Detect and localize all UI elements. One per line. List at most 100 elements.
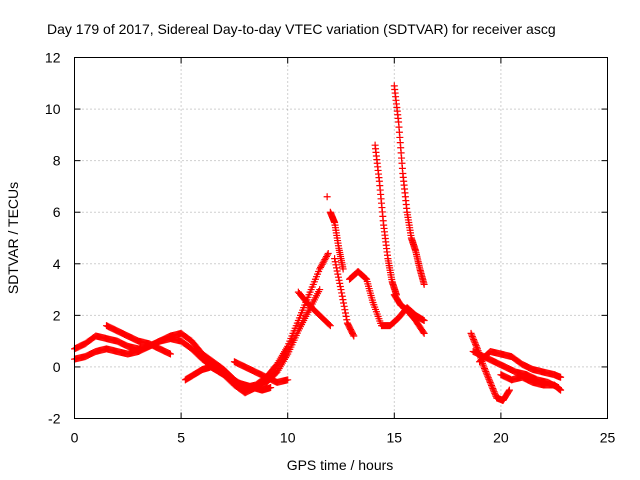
- data-point: [485, 375, 493, 383]
- data-point: [489, 386, 497, 394]
- x-tick-label: 10: [280, 430, 296, 446]
- data-point: [322, 254, 330, 262]
- data-point: [481, 366, 489, 374]
- data-point: [337, 286, 345, 294]
- data-point: [340, 299, 348, 307]
- series-track-e: [230, 358, 292, 386]
- data-point: [325, 321, 333, 329]
- data-point: [323, 193, 331, 201]
- data-point: [419, 328, 427, 336]
- data-point: [332, 261, 340, 269]
- x-tick-label: 15: [387, 430, 403, 446]
- data-point: [333, 264, 341, 272]
- data-point: [468, 331, 476, 339]
- data-point: [331, 258, 339, 266]
- series-track-d: [181, 363, 275, 394]
- data-point: [336, 279, 344, 287]
- data-point: [486, 378, 494, 386]
- data-point: [318, 260, 326, 268]
- data-point: [342, 312, 350, 320]
- data-point: [420, 329, 428, 337]
- data-point: [484, 372, 492, 380]
- chart-title: Day 179 of 2017, Sidereal Day-to-day VTE…: [47, 21, 556, 37]
- data-point: [470, 337, 478, 345]
- y-tick-labels: -2 0 2 4 6 8 10 12: [45, 50, 61, 427]
- data-point: [339, 296, 347, 304]
- data-point: [505, 386, 513, 394]
- data-point: [336, 282, 344, 290]
- y-tick-label: 8: [53, 153, 61, 169]
- plot-frame: [74, 57, 608, 419]
- data-point: [350, 332, 358, 340]
- data-point: [317, 262, 325, 270]
- data-point: [420, 317, 428, 325]
- y-tick-label: 10: [45, 101, 61, 117]
- data-point: [361, 274, 369, 282]
- y-axis-title: SDTVAR / TECUs: [5, 182, 21, 294]
- data-point: [335, 276, 343, 284]
- data-point: [317, 263, 325, 271]
- data-point: [471, 339, 479, 347]
- data-point: [319, 259, 327, 267]
- data-point: [284, 376, 292, 384]
- data-point: [472, 342, 480, 350]
- data-point: [487, 380, 495, 388]
- data-point: [470, 336, 478, 344]
- data-point: [341, 306, 349, 314]
- data-point: [472, 340, 480, 348]
- series-track-g: [326, 208, 347, 273]
- data-point: [341, 309, 349, 317]
- data-point: [490, 388, 498, 396]
- data-point: [480, 363, 488, 371]
- series-isolated-point: [323, 193, 331, 201]
- data-point: [333, 267, 341, 275]
- data-point: [468, 333, 476, 341]
- series-track-j: [371, 141, 400, 299]
- series-track-f: [294, 288, 334, 330]
- series-track-h: [331, 255, 358, 340]
- data-point: [484, 374, 492, 382]
- data-point: [488, 383, 496, 391]
- y-tick-label: -2: [48, 411, 61, 427]
- series-track-p: [497, 371, 565, 394]
- x-tick-label: 0: [71, 430, 79, 446]
- data-point: [326, 322, 334, 330]
- series-track-o: [476, 347, 565, 381]
- data-point: [334, 273, 342, 281]
- data-point: [339, 265, 347, 273]
- data-point: [323, 253, 331, 261]
- grid: [74, 57, 608, 419]
- data-point: [349, 331, 357, 339]
- data-point: [557, 386, 565, 394]
- data-point: [166, 350, 174, 358]
- data-point: [467, 329, 475, 337]
- x-axis-title: GPS time / hours: [287, 457, 394, 473]
- data-point: [340, 302, 348, 310]
- axis-ticks: [74, 57, 608, 419]
- data-point: [320, 257, 328, 265]
- data-point: [505, 387, 513, 395]
- data-point: [469, 334, 477, 342]
- y-tick-label: 4: [53, 256, 61, 272]
- data-point: [343, 316, 351, 324]
- data-point: [338, 289, 346, 297]
- series-track-l: [390, 291, 428, 337]
- data-point: [489, 385, 497, 393]
- y-tick-label: 0: [53, 359, 61, 375]
- data-point: [321, 256, 329, 264]
- data-point: [480, 364, 488, 372]
- x-tick-label: 25: [600, 430, 616, 446]
- data-point: [324, 249, 332, 257]
- data-point: [488, 381, 496, 389]
- data-point: [331, 255, 339, 263]
- data-points: [71, 82, 565, 404]
- data-point: [482, 368, 490, 376]
- data-point: [362, 274, 370, 282]
- data-point: [483, 371, 491, 379]
- x-tick-label: 5: [177, 430, 185, 446]
- series-track-k: [390, 82, 428, 288]
- data-point: [323, 251, 331, 259]
- data-point: [334, 270, 342, 278]
- data-point: [316, 286, 324, 294]
